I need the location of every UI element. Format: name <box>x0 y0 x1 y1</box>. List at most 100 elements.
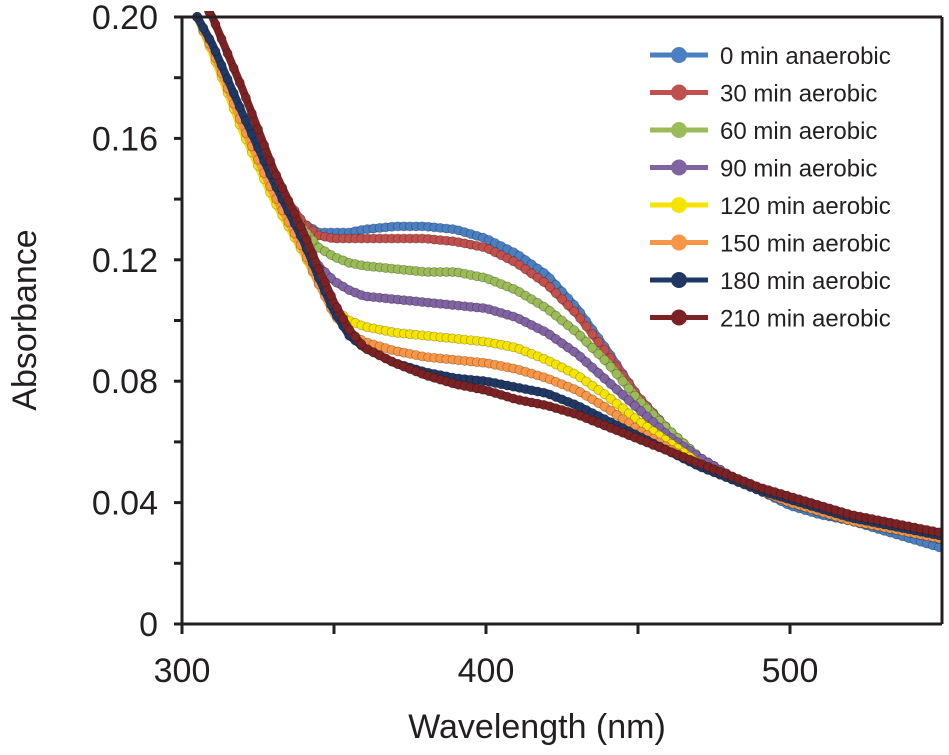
data-point <box>240 92 251 103</box>
data-point <box>277 182 288 193</box>
legend-label: 90 min aerobic <box>720 156 877 183</box>
data-point <box>623 395 634 406</box>
legend-item: 30 min aerobic <box>650 81 877 108</box>
series-layer <box>192 0 942 553</box>
legend-item: 120 min aerobic <box>650 193 891 220</box>
data-point <box>605 378 616 389</box>
data-point <box>307 249 318 260</box>
y-tick-label: 0.12 <box>92 242 158 280</box>
data-point <box>210 19 221 30</box>
data-point <box>204 33 215 44</box>
legend-label: 60 min aerobic <box>720 118 877 145</box>
x-tick-label: 300 <box>154 652 211 690</box>
data-point <box>636 406 647 417</box>
legend: 0 min anaerobic 30 min aerobic 60 min aero… <box>650 43 891 333</box>
data-point <box>216 60 227 71</box>
legend-swatch-marker <box>671 234 687 251</box>
legend-swatch-marker <box>671 309 687 326</box>
legend-label: 210 min aerobic <box>720 306 891 333</box>
legend-item: 150 min aerobic <box>650 231 891 258</box>
data-point <box>599 354 610 365</box>
data-point <box>216 33 227 44</box>
data-point <box>550 288 561 299</box>
data-point <box>617 376 628 387</box>
data-point <box>210 46 221 57</box>
data-point <box>234 102 245 113</box>
data-point <box>228 88 239 99</box>
y-axis-title: Absorbance <box>6 229 44 410</box>
data-point <box>611 384 622 395</box>
data-point <box>642 411 653 422</box>
data-point <box>350 331 361 342</box>
data-point <box>569 325 580 336</box>
data-point <box>332 302 343 313</box>
legend-label: 0 min anaerobic <box>720 43 891 70</box>
data-point <box>569 306 580 317</box>
y-tick-label: 0.04 <box>92 485 158 523</box>
legend-swatch-marker <box>671 159 687 176</box>
x-tick-label: 500 <box>762 652 819 690</box>
legend-swatch-marker <box>671 84 687 101</box>
data-point <box>538 276 549 287</box>
data-point <box>581 321 592 332</box>
legend-label: 150 min aerobic <box>720 231 891 258</box>
data-point <box>933 527 942 538</box>
legend-item: 180 min aerobic <box>650 268 891 295</box>
legend-item: 90 min aerobic <box>650 156 877 183</box>
legend-swatch-marker <box>671 272 687 288</box>
data-point <box>611 368 622 379</box>
data-point <box>605 361 616 372</box>
data-point <box>587 329 598 340</box>
y-tick-label: 0.20 <box>92 0 158 37</box>
data-point <box>629 400 640 411</box>
data-point <box>325 290 336 301</box>
data-point <box>557 294 568 305</box>
data-point <box>228 62 239 73</box>
legend-label: 30 min aerobic <box>720 81 877 108</box>
y-tick-label: 0 <box>139 606 158 644</box>
data-point <box>301 234 312 245</box>
x-axis-title: Wavelength (nm) <box>408 708 666 746</box>
data-point <box>575 313 586 324</box>
data-point <box>575 351 586 362</box>
legend-label: 180 min aerobic <box>720 268 891 295</box>
data-point <box>204 11 215 18</box>
data-point <box>587 362 598 373</box>
y-tick-label: 0.16 <box>92 120 158 158</box>
data-point <box>234 77 245 88</box>
data-point <box>222 48 233 59</box>
x-axis-ticks: 300 400 500 <box>154 624 819 690</box>
data-point <box>593 368 604 379</box>
data-point <box>265 155 276 166</box>
data-point <box>246 108 257 119</box>
data-point <box>617 389 628 400</box>
data-point <box>313 263 324 274</box>
data-point <box>356 339 367 350</box>
data-point <box>587 342 598 353</box>
data-point <box>319 277 330 288</box>
legend-swatch-marker <box>671 122 687 138</box>
data-point <box>593 348 604 359</box>
data-point <box>575 330 586 341</box>
data-point <box>198 22 209 33</box>
data-point <box>623 383 634 394</box>
data-point <box>338 313 349 324</box>
data-point <box>271 170 282 181</box>
data-point <box>283 195 294 206</box>
data-point <box>581 357 592 368</box>
data-point <box>544 282 555 293</box>
data-point <box>593 337 604 348</box>
series-210-min-aerobic <box>199 0 942 538</box>
x-tick-label: 400 <box>458 652 515 690</box>
data-point <box>295 221 306 232</box>
legend-item: 0 min anaerobic <box>650 43 891 70</box>
data-point <box>222 74 233 85</box>
data-point <box>581 336 592 347</box>
legend-item: 60 min aerobic <box>650 118 877 145</box>
legend-label: 120 min aerobic <box>720 193 891 220</box>
data-point <box>199 0 208 7</box>
y-axis-ticks: 0 0.04 0.08 0.12 0.16 0.20 <box>92 0 182 644</box>
data-point <box>289 208 300 219</box>
y-tick-label: 0.08 <box>92 363 158 401</box>
